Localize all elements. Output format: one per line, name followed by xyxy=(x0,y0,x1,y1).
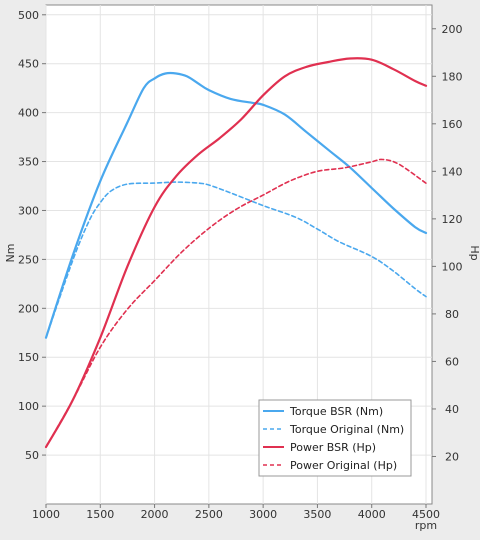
y-tick-right: 200 xyxy=(442,23,463,36)
series-line-torque-bsr-nm xyxy=(44,71,428,339)
y-tick-right: 180 xyxy=(442,70,463,83)
y-tick-left: 150 xyxy=(18,351,39,364)
legend: Torque BSR (Nm) Torque Original (Nm) Pow… xyxy=(258,399,412,477)
y-tick-right: 160 xyxy=(442,118,463,131)
series-line-power-bsr-hp xyxy=(44,57,428,449)
y-tick-left: 300 xyxy=(18,204,39,217)
legend-label-power-bsr: Power BSR (Hp) xyxy=(290,441,376,454)
x-tick: 1500 xyxy=(86,508,114,521)
y-tick-right: 140 xyxy=(442,165,463,178)
legend-label-torque-original: Torque Original (Nm) xyxy=(289,423,404,436)
legend-label-power-original: Power Original (Hp) xyxy=(290,459,397,472)
series-group xyxy=(44,57,428,449)
y-tick-left: 50 xyxy=(25,449,39,462)
x-tick: 2500 xyxy=(195,508,223,521)
x-tick: 2000 xyxy=(141,508,169,521)
y-axis-right-label: Hp xyxy=(468,245,480,260)
x-tick: 4500 xyxy=(412,508,440,521)
y-tick-left: 100 xyxy=(18,400,39,413)
x-tick: 3500 xyxy=(303,508,331,521)
y-tick-right: 60 xyxy=(445,355,459,368)
y-tick-left: 450 xyxy=(18,58,39,71)
y-tick-right: 120 xyxy=(442,213,463,226)
y-tick-right: 20 xyxy=(445,450,459,463)
y-tick-right: 40 xyxy=(445,403,459,416)
x-axis-label: rpm xyxy=(415,519,437,532)
y-tick-left: 500 xyxy=(18,9,39,22)
x-tick: 1000 xyxy=(32,508,60,521)
series-line-power-original-hp xyxy=(45,158,427,448)
y-tick-left: 400 xyxy=(18,107,39,120)
y-axis-left-label: Nm xyxy=(4,244,17,263)
y-tick-right: 100 xyxy=(442,260,463,273)
legend-box xyxy=(258,399,412,477)
y-tick-left: 250 xyxy=(18,253,39,266)
tick-labels: 50 100 150 200 250 300 350 400 450 500 1000 1500 200… xyxy=(18,9,463,521)
x-tick: 3000 xyxy=(249,508,277,521)
series-line-torque-original-nm xyxy=(45,181,427,339)
y-tick-left: 350 xyxy=(18,156,39,169)
y-tick-left: 200 xyxy=(18,302,39,315)
x-tick: 4000 xyxy=(358,508,386,521)
y-tick-right: 80 xyxy=(445,308,459,321)
legend-label-torque-bsr: Torque BSR (Nm) xyxy=(289,405,383,418)
